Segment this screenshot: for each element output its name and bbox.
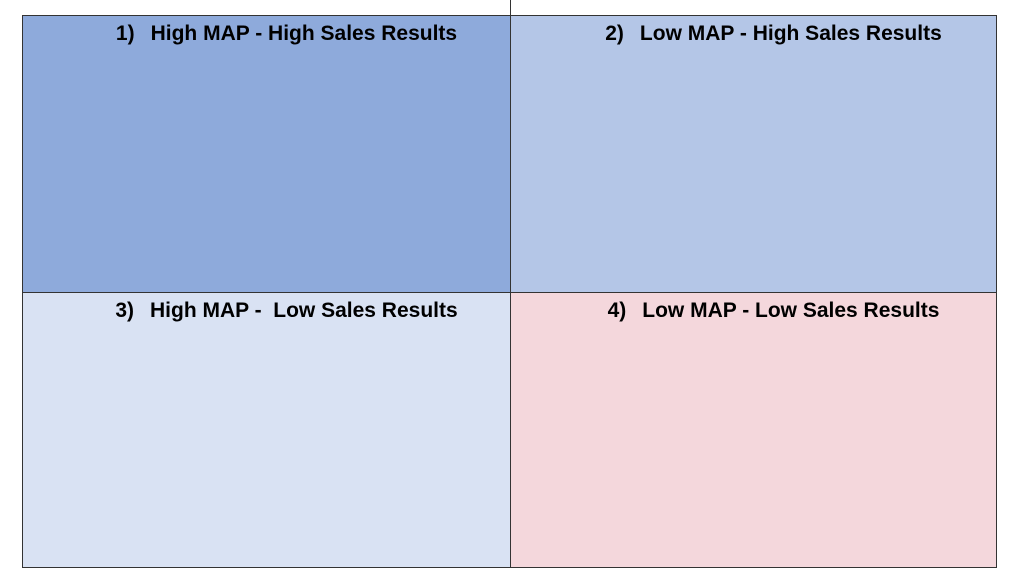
quadrant-title: High MAP - High Sales Results [150,22,458,45]
quadrant-title: Low MAP - Low Sales Results [642,299,940,322]
quadrant-number: 1) [115,22,135,45]
quadrant-title: Low MAP - High Sales Results [639,22,942,45]
quadrant: 4) Low MAP - Low Sales Results [511,293,996,567]
quadrant-number: 4) [607,299,627,322]
top-rule [510,0,511,15]
quadrant-grid: 1) High MAP - High Sales Results 2) Low MAP… [22,15,997,568]
quadrant-title: High MAP - Low Sales Results [150,299,458,322]
quadrant-label: 1) High MAP - High Sales Results [23,22,510,46]
quadrant: 2) Low MAP - High Sales Results [511,16,996,293]
quadrant-label: 4) Low MAP - Low Sales Results [511,299,996,323]
quadrant-label: 3) High MAP - Low Sales Results [23,299,510,323]
quadrant-number: 3) [115,299,134,322]
quadrant-label: 2) Low MAP - High Sales Results [511,22,996,46]
quadrant: 3) High MAP - Low Sales Results [23,293,511,567]
quadrant: 1) High MAP - High Sales Results [23,16,511,293]
quadrant-number: 2) [605,22,624,45]
